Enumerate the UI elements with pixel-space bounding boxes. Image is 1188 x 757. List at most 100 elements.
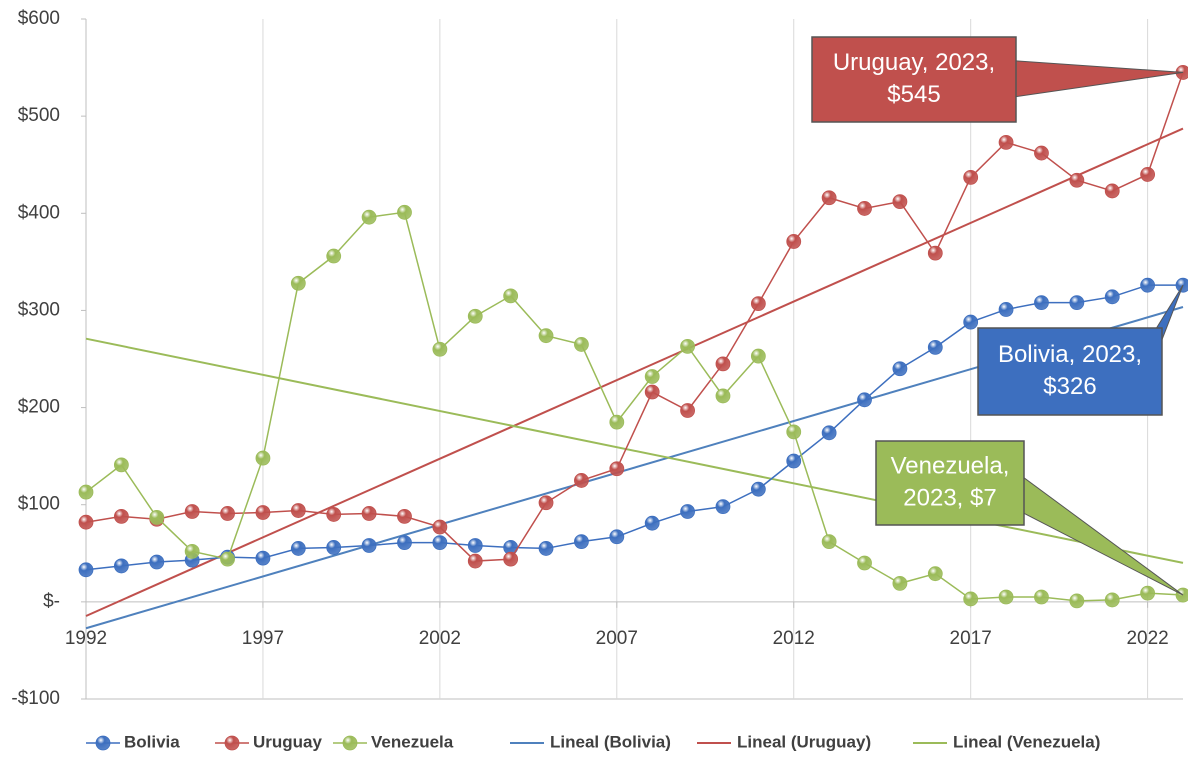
marker xyxy=(1140,167,1156,182)
marker xyxy=(149,554,165,570)
marker xyxy=(715,388,731,404)
marker xyxy=(644,384,660,400)
marker xyxy=(467,553,483,569)
marker xyxy=(432,341,448,357)
marker xyxy=(467,308,483,324)
marker xyxy=(609,461,625,477)
marker xyxy=(361,538,377,553)
marker xyxy=(1140,585,1156,601)
marker xyxy=(857,392,872,408)
callout-box xyxy=(811,36,1017,123)
marker xyxy=(78,484,94,500)
marker xyxy=(220,551,235,567)
legend-label: Bolivia xyxy=(124,732,180,751)
marker xyxy=(397,508,412,524)
marker xyxy=(255,505,271,520)
marker xyxy=(255,450,271,466)
marker xyxy=(538,328,554,344)
callout-pointer xyxy=(995,58,1184,101)
x-tick-label: 2017 xyxy=(950,628,992,649)
marker xyxy=(821,534,837,550)
marker xyxy=(1104,592,1120,608)
marker xyxy=(78,514,94,530)
marker xyxy=(397,204,412,220)
marker xyxy=(892,361,908,377)
marker xyxy=(1104,289,1120,305)
y-tick-label: $- xyxy=(43,591,60,612)
y-tick-label: $500 xyxy=(18,105,60,126)
marker xyxy=(574,337,589,352)
callout-text: Bolivia, 2023, xyxy=(998,341,1142,368)
y-tick-label: $200 xyxy=(18,397,60,418)
marker xyxy=(326,507,342,522)
marker xyxy=(361,209,377,225)
marker xyxy=(113,558,129,574)
marker xyxy=(680,403,695,418)
marker xyxy=(927,245,943,261)
x-tick-label: 2002 xyxy=(419,628,461,649)
callout-box xyxy=(977,327,1163,416)
marker xyxy=(750,296,766,312)
marker xyxy=(538,495,554,511)
marker xyxy=(786,453,802,469)
marker xyxy=(397,535,412,550)
marker xyxy=(857,555,872,571)
marker xyxy=(1034,145,1049,161)
marker xyxy=(963,591,979,607)
marker xyxy=(184,543,200,559)
marker xyxy=(998,589,1014,605)
marker xyxy=(290,503,306,518)
marker xyxy=(680,504,695,519)
y-tick-label: $400 xyxy=(18,202,60,223)
marker xyxy=(1175,277,1188,293)
marker xyxy=(1069,172,1085,188)
marker xyxy=(750,481,766,497)
legend-label: Lineal (Bolivia) xyxy=(550,732,671,751)
marker xyxy=(432,535,448,550)
y-tick-label: $100 xyxy=(18,494,60,515)
y-tick-label: $300 xyxy=(18,299,60,320)
callout-text: 2023, $7 xyxy=(903,484,996,511)
marker xyxy=(609,414,625,430)
marker xyxy=(998,134,1014,150)
x-tick-label: 1992 xyxy=(65,628,107,649)
callout-box xyxy=(875,440,1025,526)
marker xyxy=(821,190,837,206)
marker xyxy=(113,508,129,524)
marker xyxy=(963,314,979,330)
trendline xyxy=(85,127,1184,617)
marker xyxy=(998,302,1014,317)
legend-marker xyxy=(342,735,358,751)
marker xyxy=(963,169,979,185)
marker xyxy=(184,504,200,519)
callout-text: Uruguay, 2023, xyxy=(833,49,995,76)
callout-text: Venezuela, xyxy=(891,452,1010,479)
marker xyxy=(113,457,129,473)
marker xyxy=(680,338,695,354)
callout-pointer xyxy=(1003,462,1184,596)
y-tick-label: -$100 xyxy=(11,688,60,709)
marker xyxy=(1034,295,1049,311)
marker xyxy=(609,529,625,545)
marker xyxy=(786,234,802,249)
x-tick-label: 2022 xyxy=(1126,628,1168,649)
marker xyxy=(503,288,519,304)
y-tick-label: $600 xyxy=(18,8,60,29)
marker xyxy=(1069,593,1085,609)
marker xyxy=(432,519,448,535)
marker xyxy=(1034,589,1049,605)
marker xyxy=(786,424,802,440)
marker xyxy=(255,550,271,566)
x-tick-label: 2007 xyxy=(596,628,638,649)
marker xyxy=(927,566,943,582)
marker xyxy=(644,515,660,531)
marker xyxy=(326,540,342,555)
marker xyxy=(892,194,908,210)
marker xyxy=(361,506,377,521)
callout-text: $326 xyxy=(1043,373,1096,400)
marker xyxy=(220,506,235,521)
marker xyxy=(892,576,908,591)
marker xyxy=(1069,295,1085,311)
marker xyxy=(715,356,731,372)
